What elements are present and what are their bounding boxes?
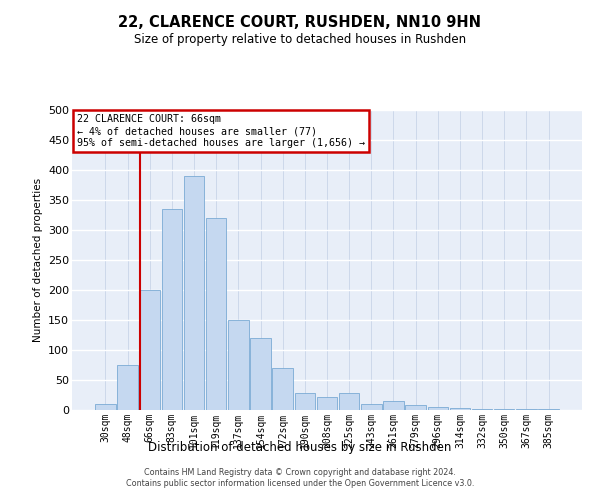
Text: Size of property relative to detached houses in Rushden: Size of property relative to detached ho… (134, 32, 466, 46)
Bar (228, 320, 248, 410)
Text: 22 CLARENCE COURT: 66sqm
← 4% of detached houses are smaller (77)
95% of semi-de: 22 CLARENCE COURT: 66sqm ← 4% of detache… (77, 114, 365, 148)
Bar (161, 209, 182, 410)
Bar (206, 218, 226, 410)
Bar (184, 176, 204, 410)
Bar (472, 409, 493, 410)
Bar (250, 338, 271, 410)
Bar (118, 365, 138, 410)
Bar (317, 397, 337, 410)
Text: Contains HM Land Registry data © Crown copyright and database right 2024.: Contains HM Land Registry data © Crown c… (144, 468, 456, 477)
Text: Distribution of detached houses by size in Rushden: Distribution of detached houses by size … (148, 441, 452, 454)
Bar (428, 407, 448, 410)
Bar (450, 408, 470, 410)
Bar (538, 409, 559, 410)
Bar (406, 405, 426, 410)
Bar (339, 393, 359, 410)
Y-axis label: Number of detached properties: Number of detached properties (32, 178, 43, 342)
Bar (95, 404, 116, 410)
Bar (494, 409, 514, 410)
Text: 22, CLARENCE COURT, RUSHDEN, NN10 9HN: 22, CLARENCE COURT, RUSHDEN, NN10 9HN (119, 15, 482, 30)
Text: Contains public sector information licensed under the Open Government Licence v3: Contains public sector information licen… (126, 480, 474, 488)
Bar (295, 393, 315, 410)
Bar (516, 409, 536, 410)
Bar (272, 368, 293, 410)
Bar (383, 401, 404, 410)
Bar (140, 290, 160, 410)
Bar (361, 404, 382, 410)
